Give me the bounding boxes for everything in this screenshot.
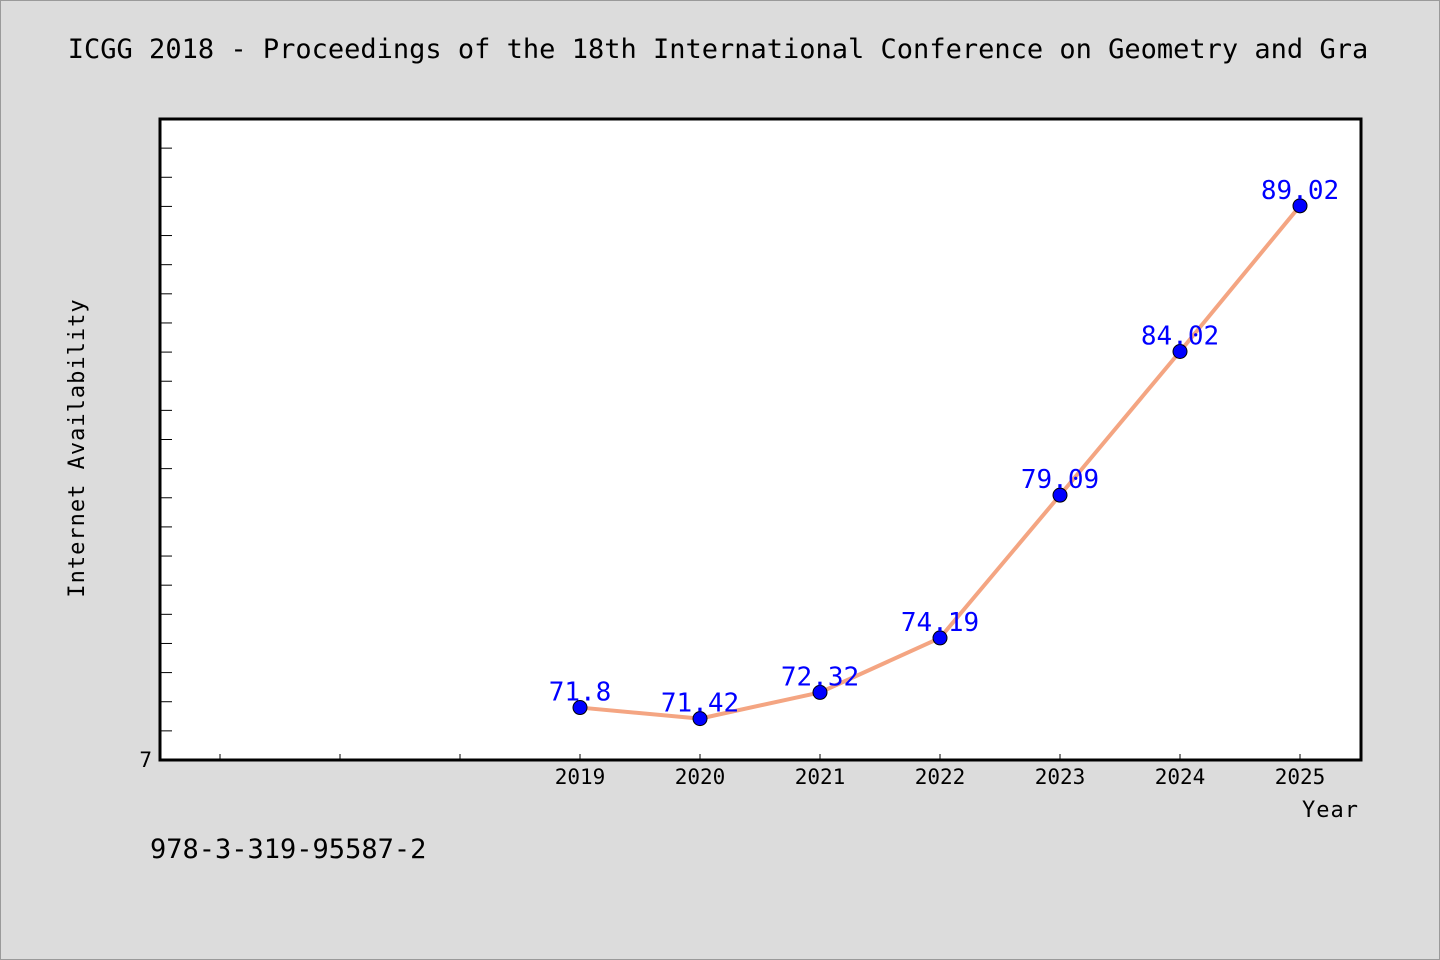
data-point [1052,487,1068,503]
data-point [932,630,948,646]
plot-area [158,117,1363,762]
isbn-footer-text: 978-3-319-95587-2 [150,834,427,865]
x-axis-ticks: 2019 2020 2021 2022 2023 2024 2025 [219,754,1326,789]
x-tick-label: 2023 [1035,765,1086,789]
data-label: 89.02 [1261,176,1339,206]
chart-title: ICGG 2018 - Proceedings of the 18th Inte… [67,34,1369,65]
data-point [692,711,708,727]
x-tick-label: 2022 [915,765,966,789]
data-label: 72.32 [781,662,859,692]
data-point [1172,344,1188,360]
x-tick-label: 2021 [795,765,846,789]
x-tick-label: 2024 [1155,765,1206,789]
x-axis-title: Year [1302,798,1359,823]
data-label: 71.42 [661,689,739,719]
data-label: 74.19 [901,608,979,638]
data-point [1292,198,1308,214]
data-labels: 71.8 71.42 72.32 74.19 79.09 84.02 89.02 [549,176,1339,719]
x-tick-label: 2025 [1275,765,1326,789]
x-tick-label: 2019 [555,765,606,789]
y-axis-title: Internet Availability [65,298,90,597]
data-point [572,700,588,716]
data-label: 79.09 [1021,465,1099,495]
x-tick-label: 2020 [675,765,726,789]
data-point [812,684,828,700]
y-tick-label: 7 [139,748,152,772]
data-points [572,198,1308,727]
y-axis-ticks: 7 [139,147,172,772]
data-label: 71.8 [549,678,612,708]
data-label: 84.02 [1141,322,1219,352]
